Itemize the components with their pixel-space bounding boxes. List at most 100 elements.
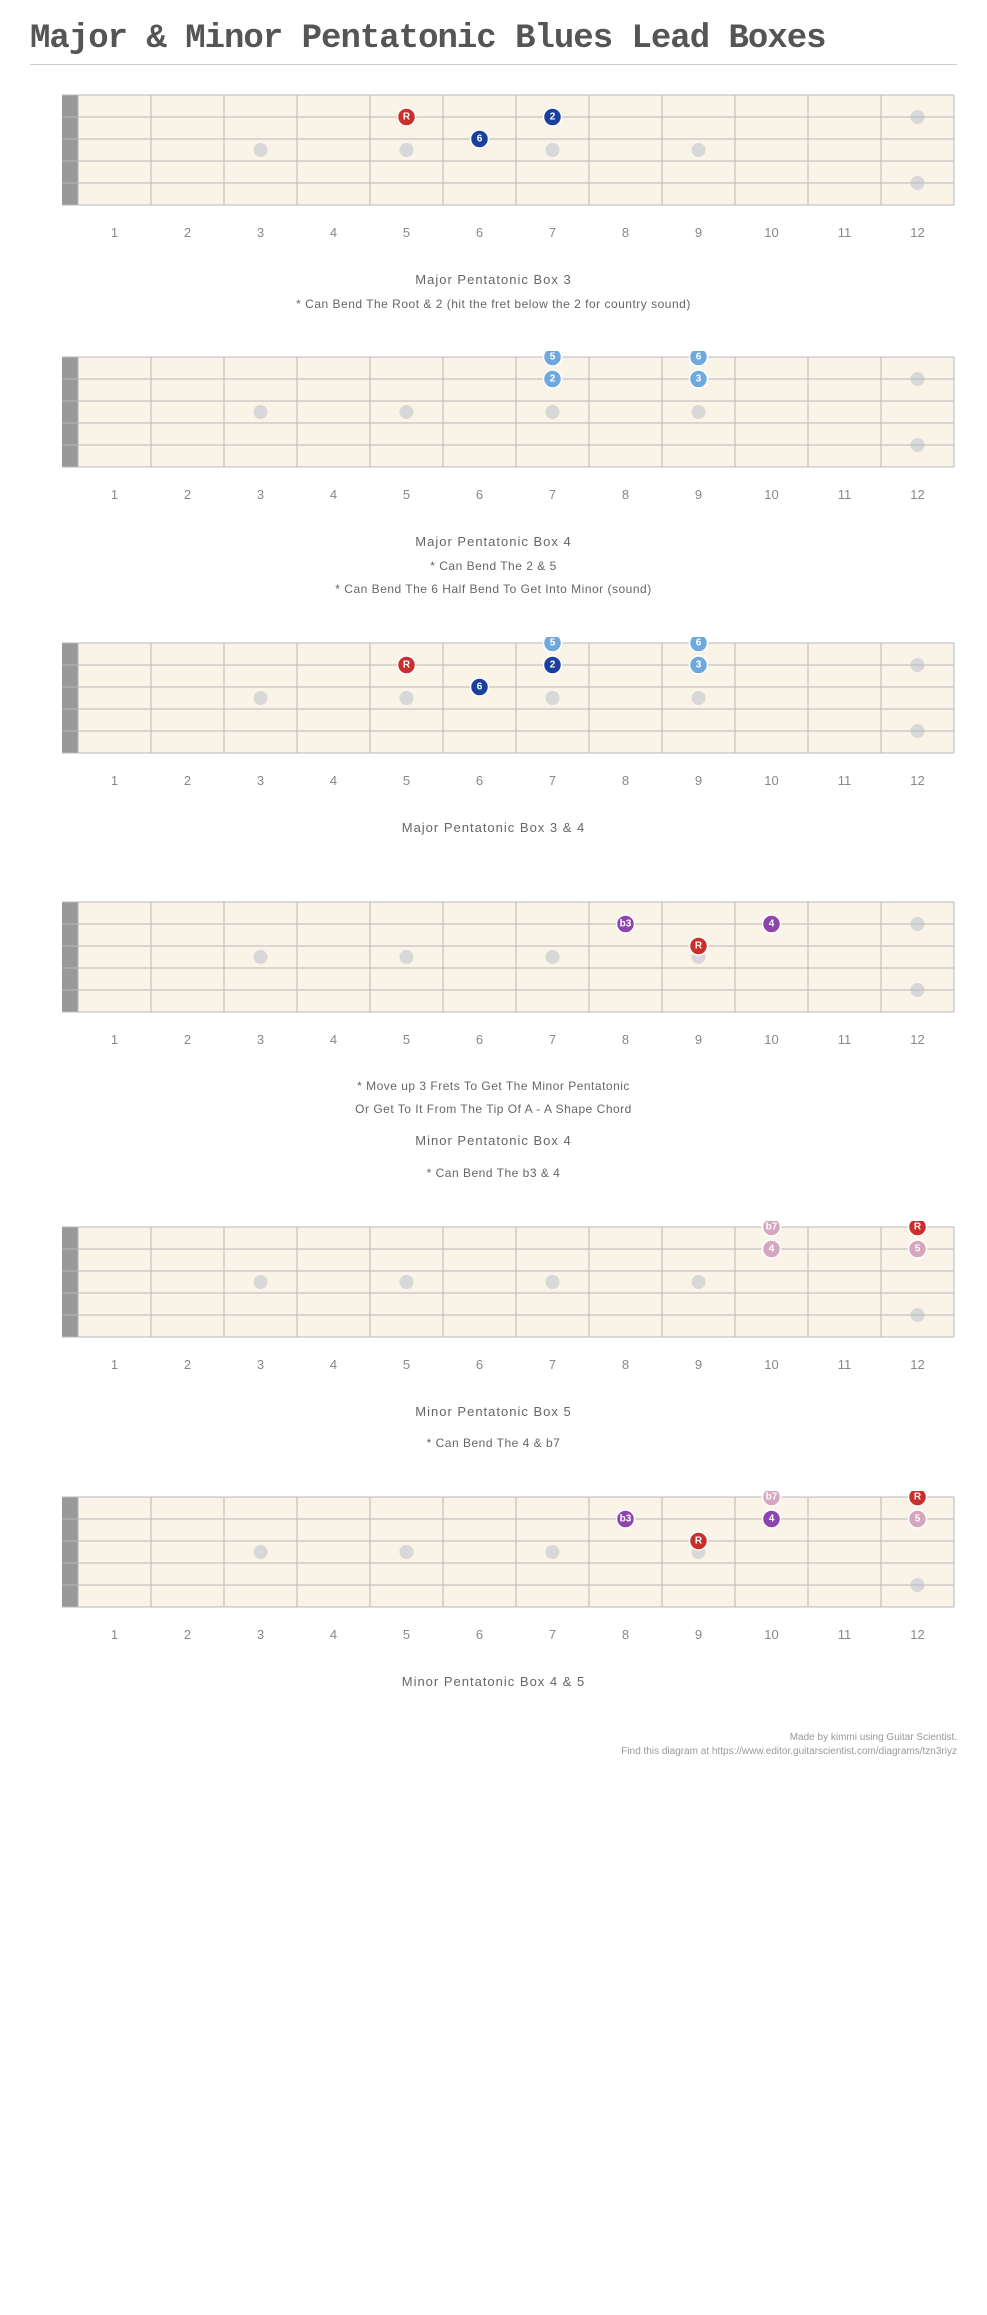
note-label: 5: [550, 352, 556, 363]
fret-number: 12: [881, 1357, 954, 1372]
fret-number: 5: [370, 1627, 443, 1642]
fret-number: 6: [443, 1357, 516, 1372]
note-label: b7: [766, 1492, 778, 1503]
fret-number: 5: [370, 1032, 443, 1047]
fret-number: 8: [589, 1032, 662, 1047]
caption-line: Major Pentatonic Box 4: [30, 530, 957, 555]
fret-number: 3: [224, 1627, 297, 1642]
caption-line: * Can Bend The 2 & 5: [30, 555, 957, 578]
fret-number: 2: [151, 1357, 224, 1372]
note-label: 6: [477, 681, 483, 692]
fret-number: 10: [735, 1627, 808, 1642]
fret-number: 11: [808, 1627, 881, 1642]
fret-number: 6: [443, 773, 516, 788]
fret-number: 4: [297, 1357, 370, 1372]
fret-number: 6: [443, 487, 516, 502]
fret-number: 2: [151, 1032, 224, 1047]
note-label: 2: [550, 112, 556, 123]
fret-number: 2: [151, 225, 224, 240]
diagram-block: R62123456789101112Major Pentatonic Box 3…: [30, 89, 957, 315]
fret-number: 8: [589, 487, 662, 502]
fret-number: 3: [224, 1032, 297, 1047]
fret-number: 3: [224, 487, 297, 502]
note-label: R: [403, 659, 411, 670]
fret-number: 4: [297, 225, 370, 240]
fret-number: 7: [516, 1357, 589, 1372]
fret-number: 6: [443, 225, 516, 240]
note-label: 4: [769, 1243, 775, 1254]
footer-credit: Made by kimmi using Guitar Scientist.: [30, 1731, 957, 1745]
fret-number: 11: [808, 225, 881, 240]
note-label: 3: [696, 374, 702, 385]
fret-number: 12: [881, 1032, 954, 1047]
note-label: b3: [620, 1514, 632, 1525]
fret-number: 11: [808, 487, 881, 502]
caption: Minor Pentatonic Box 4 & 5: [30, 1670, 957, 1695]
fret-number: 2: [151, 487, 224, 502]
caption-line: Or Get To It From The Tip Of A - A Shape…: [30, 1098, 957, 1121]
fretboard-diagram: b3R4: [30, 896, 962, 1022]
caption-line: * Can Bend The b3 & 4: [30, 1162, 957, 1185]
fret-number: 10: [735, 1032, 808, 1047]
diagram-list: R62123456789101112Major Pentatonic Box 3…: [30, 89, 957, 1695]
fret-number: 5: [370, 773, 443, 788]
fret-number: 1: [78, 1357, 151, 1372]
fret-number: 9: [662, 1032, 735, 1047]
fret-number: 10: [735, 225, 808, 240]
fret-number: 1: [78, 773, 151, 788]
caption-line: * Can Bend The 4 & b7: [30, 1432, 957, 1455]
fretboard-diagram: R65263: [30, 637, 962, 763]
fret-number: 3: [224, 225, 297, 240]
fret-number: 8: [589, 773, 662, 788]
fret-number: 4: [297, 773, 370, 788]
note-label: 4: [769, 919, 775, 930]
fret-number: 4: [297, 1627, 370, 1642]
fret-numbers: 123456789101112: [30, 1357, 957, 1372]
fret-number: 11: [808, 773, 881, 788]
fret-number: 1: [78, 487, 151, 502]
fret-number: 5: [370, 487, 443, 502]
caption: Minor Pentatonic Box 5* Can Bend The 4 &…: [30, 1400, 957, 1455]
fret-number: 4: [297, 1032, 370, 1047]
caption-line: Major Pentatonic Box 3: [30, 268, 957, 293]
diagram-block: b3Rb74R5123456789101112Minor Pentatonic …: [30, 1491, 957, 1695]
fret-number: 1: [78, 1627, 151, 1642]
fretboard-diagram: R62: [30, 89, 962, 215]
fret-number: 10: [735, 1357, 808, 1372]
note-label: 2: [550, 374, 556, 385]
note-label: 6: [696, 352, 702, 363]
note-label: R: [914, 1221, 922, 1232]
note-label: 5: [915, 1243, 921, 1254]
diagram-block: b3R4123456789101112* Move up 3 Frets To …: [30, 896, 957, 1184]
diagram-block: b74R5123456789101112Minor Pentatonic Box…: [30, 1221, 957, 1455]
fretboard-diagram: b3Rb74R5: [30, 1491, 962, 1617]
caption-line: Minor Pentatonic Box 4 & 5: [30, 1670, 957, 1695]
fretboard-diagram: 5 2 6 3: [30, 351, 962, 477]
note-label: 3: [696, 659, 702, 670]
note-label: 5: [915, 1514, 921, 1525]
fret-number: 1: [78, 1032, 151, 1047]
fret-number: 7: [516, 225, 589, 240]
footer: Made by kimmi using Guitar Scientist. Fi…: [30, 1731, 957, 1759]
fret-number: 5: [370, 1357, 443, 1372]
page-title: Major & Minor Pentatonic Blues Lead Boxe…: [30, 20, 957, 58]
fret-number: 9: [662, 773, 735, 788]
fret-number: 2: [151, 1627, 224, 1642]
note-label: R: [695, 941, 703, 952]
fret-number: 1: [78, 225, 151, 240]
caption: Major Pentatonic Box 3 & 4: [30, 816, 957, 841]
caption-line: * Can Bend The Root & 2 (hit the fret be…: [30, 293, 957, 316]
fret-numbers: 123456789101112: [30, 773, 957, 788]
fret-number: 9: [662, 1357, 735, 1372]
fret-number: 9: [662, 487, 735, 502]
fret-numbers: 123456789101112: [30, 225, 957, 240]
caption-line: * Move up 3 Frets To Get The Minor Penta…: [30, 1075, 957, 1098]
fret-number: 3: [224, 773, 297, 788]
fret-number: 6: [443, 1032, 516, 1047]
fret-number: 12: [881, 487, 954, 502]
fret-number: 9: [662, 1627, 735, 1642]
note-label: 2: [550, 659, 556, 670]
caption-line: Major Pentatonic Box 3 & 4: [30, 816, 957, 841]
fret-number: 8: [589, 1357, 662, 1372]
caption: Major Pentatonic Box 4* Can Bend The 2 &…: [30, 530, 957, 600]
